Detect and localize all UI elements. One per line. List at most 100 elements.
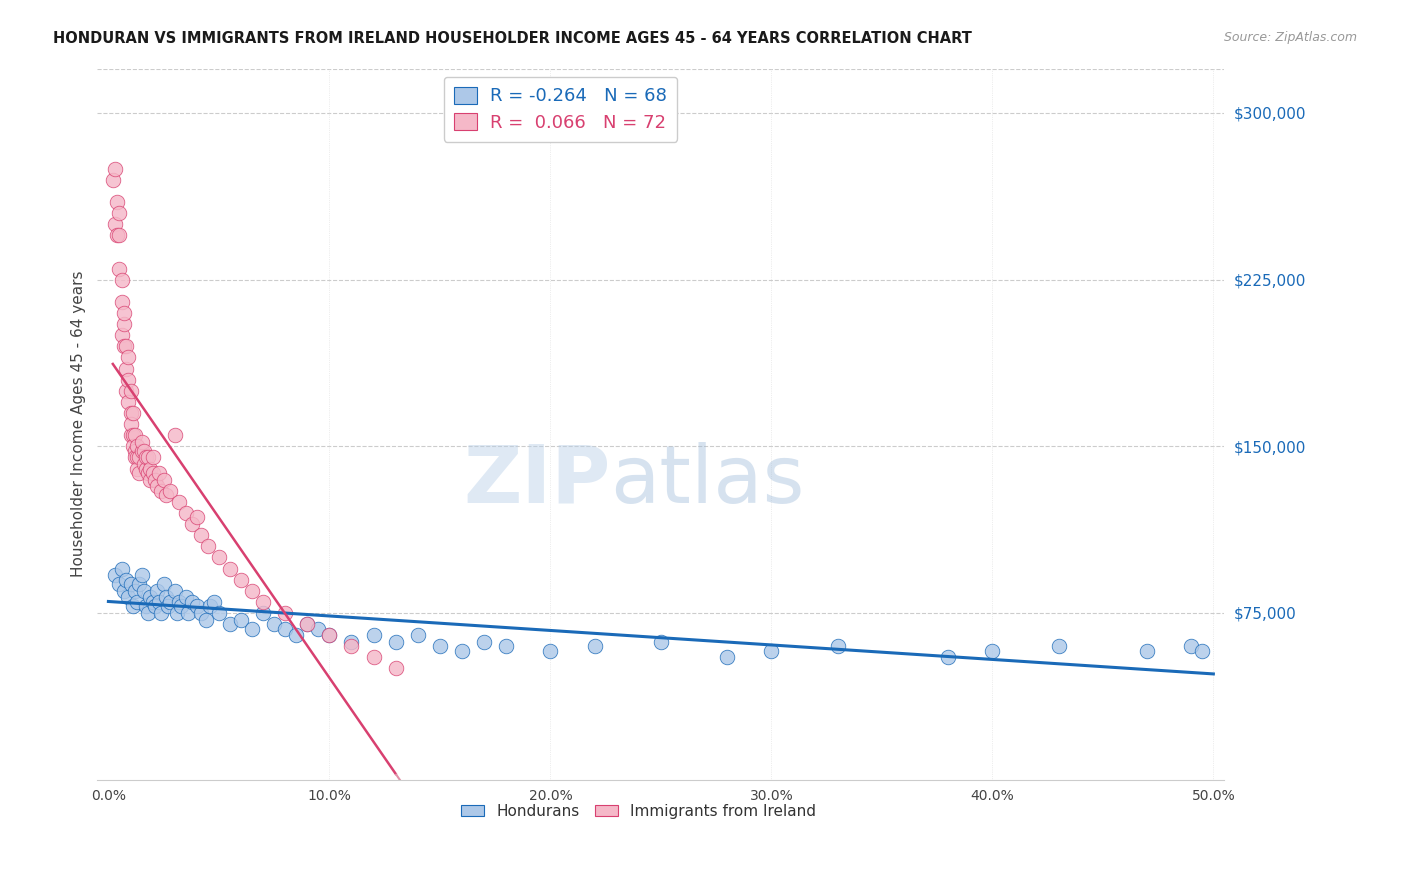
Point <box>115 361 138 376</box>
Point <box>120 384 142 398</box>
Point <box>128 466 150 480</box>
Point <box>170 599 193 614</box>
Point <box>406 628 429 642</box>
Point <box>136 606 159 620</box>
Text: HONDURAN VS IMMIGRANTS FROM IRELAND HOUSEHOLDER INCOME AGES 45 - 64 YEARS CORREL: HONDURAN VS IMMIGRANTS FROM IRELAND HOUS… <box>53 31 973 46</box>
Point <box>190 606 212 620</box>
Point <box>827 640 849 654</box>
Point <box>155 488 177 502</box>
Point <box>121 599 143 614</box>
Point <box>111 272 134 286</box>
Point <box>229 573 252 587</box>
Point <box>128 450 150 465</box>
Point <box>108 577 131 591</box>
Y-axis label: Householder Income Ages 45 - 64 years: Householder Income Ages 45 - 64 years <box>72 271 86 577</box>
Point <box>127 450 149 465</box>
Point <box>166 606 188 620</box>
Point <box>981 644 1004 658</box>
Point <box>131 443 153 458</box>
Point <box>139 473 162 487</box>
Point <box>252 595 274 609</box>
Point <box>136 450 159 465</box>
Point <box>297 617 319 632</box>
Point <box>1180 640 1202 654</box>
Point <box>936 650 959 665</box>
Point <box>101 172 124 186</box>
Point <box>105 228 128 243</box>
Point <box>155 591 177 605</box>
Point <box>112 306 135 320</box>
Point <box>117 591 139 605</box>
Point <box>384 661 406 675</box>
Point <box>120 428 142 442</box>
Point <box>716 650 738 665</box>
Point <box>127 595 149 609</box>
Point <box>124 583 146 598</box>
Point <box>104 568 127 582</box>
Point <box>186 510 208 524</box>
Point <box>121 439 143 453</box>
Point <box>120 417 142 431</box>
Point <box>240 622 263 636</box>
Point <box>219 561 242 575</box>
Point <box>105 194 128 209</box>
Point <box>148 595 170 609</box>
Point <box>274 606 297 620</box>
Point <box>208 606 231 620</box>
Point <box>117 394 139 409</box>
Point <box>124 450 146 465</box>
Point <box>159 595 181 609</box>
Point <box>127 439 149 453</box>
Point <box>252 606 274 620</box>
Point <box>112 339 135 353</box>
Point <box>139 461 162 475</box>
Point <box>124 428 146 442</box>
Point <box>143 599 166 614</box>
Point <box>363 650 385 665</box>
Point <box>104 161 127 176</box>
Point <box>117 373 139 387</box>
Point <box>174 506 197 520</box>
Point <box>198 599 221 614</box>
Point <box>363 628 385 642</box>
Point <box>115 339 138 353</box>
Point <box>146 583 169 598</box>
Point <box>190 528 212 542</box>
Point <box>111 294 134 309</box>
Point <box>104 217 127 231</box>
Point <box>194 613 217 627</box>
Point <box>121 406 143 420</box>
Point <box>429 640 451 654</box>
Point <box>208 550 231 565</box>
Point <box>263 617 285 632</box>
Point <box>583 640 606 654</box>
Point <box>115 573 138 587</box>
Point <box>121 428 143 442</box>
Point <box>120 577 142 591</box>
Point <box>297 617 319 632</box>
Point <box>143 473 166 487</box>
Point <box>538 644 561 658</box>
Point <box>495 640 517 654</box>
Point <box>132 583 155 598</box>
Point <box>108 261 131 276</box>
Point <box>163 583 186 598</box>
Point <box>274 622 297 636</box>
Point <box>132 443 155 458</box>
Point <box>142 466 165 480</box>
Point <box>167 495 190 509</box>
Point <box>167 595 190 609</box>
Point <box>111 328 134 343</box>
Point <box>240 583 263 598</box>
Point <box>136 466 159 480</box>
Point <box>128 577 150 591</box>
Point <box>112 583 135 598</box>
Point <box>1047 640 1070 654</box>
Legend: Hondurans, Immigrants from Ireland: Hondurans, Immigrants from Ireland <box>454 798 823 825</box>
Point <box>142 450 165 465</box>
Text: atlas: atlas <box>610 442 804 520</box>
Point <box>186 599 208 614</box>
Point <box>152 473 174 487</box>
Point <box>177 606 200 620</box>
Point <box>761 644 783 658</box>
